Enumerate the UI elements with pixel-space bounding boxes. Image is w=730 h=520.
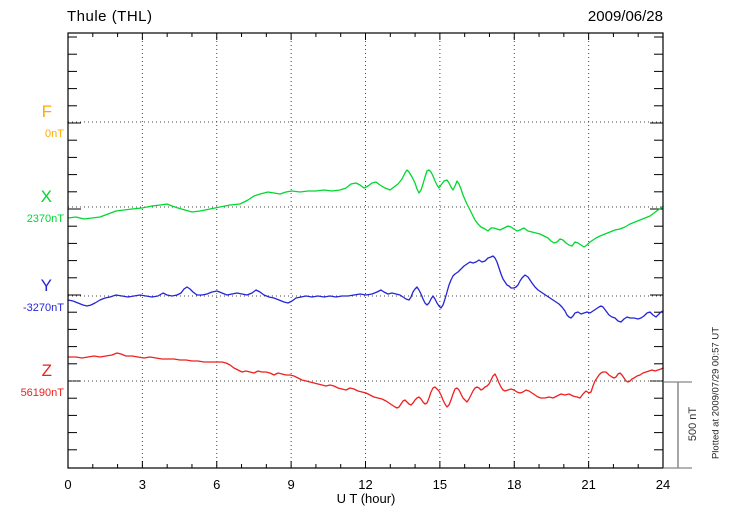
x-tick-label-21: 21 <box>581 477 596 492</box>
x-tick-label-6: 6 <box>213 477 221 492</box>
trace-Z <box>67 352 664 409</box>
trace-Y <box>67 255 664 323</box>
plot-date: 2009/06/28 <box>587 8 663 25</box>
channel-letter-Y: Y <box>40 276 52 295</box>
x-tick-label-15: 15 <box>432 477 448 492</box>
plotted-at-note: Plotted at 2009/07/29 00:57 UT <box>710 326 722 460</box>
x-tick-label-9: 9 <box>287 477 295 492</box>
x-tick-label-24: 24 <box>655 477 671 492</box>
channel-baseline-value-F: 0nT <box>45 128 64 140</box>
channel-baseline-value-X: 2370nT <box>26 213 64 225</box>
scale-bar-label: 500 nT <box>687 406 699 442</box>
channel-letter-X: X <box>40 187 52 206</box>
channel-baseline-value-Y: -3270nT <box>23 302 64 314</box>
x-axis-title: U T (hour) <box>336 491 396 506</box>
x-tick-label-3: 3 <box>138 477 146 492</box>
trace-X <box>67 169 664 248</box>
plot-frame <box>67 32 664 469</box>
x-tick-label-0: 0 <box>64 477 72 492</box>
channel-letter-F: F <box>41 102 52 121</box>
channel-baseline-value-Z: 56190nT <box>20 387 64 399</box>
channel-letter-Z: Z <box>41 361 52 380</box>
x-tick-label-18: 18 <box>507 477 522 492</box>
x-tick-label-12: 12 <box>358 477 373 492</box>
station-title: Thule (THL) <box>67 8 153 25</box>
